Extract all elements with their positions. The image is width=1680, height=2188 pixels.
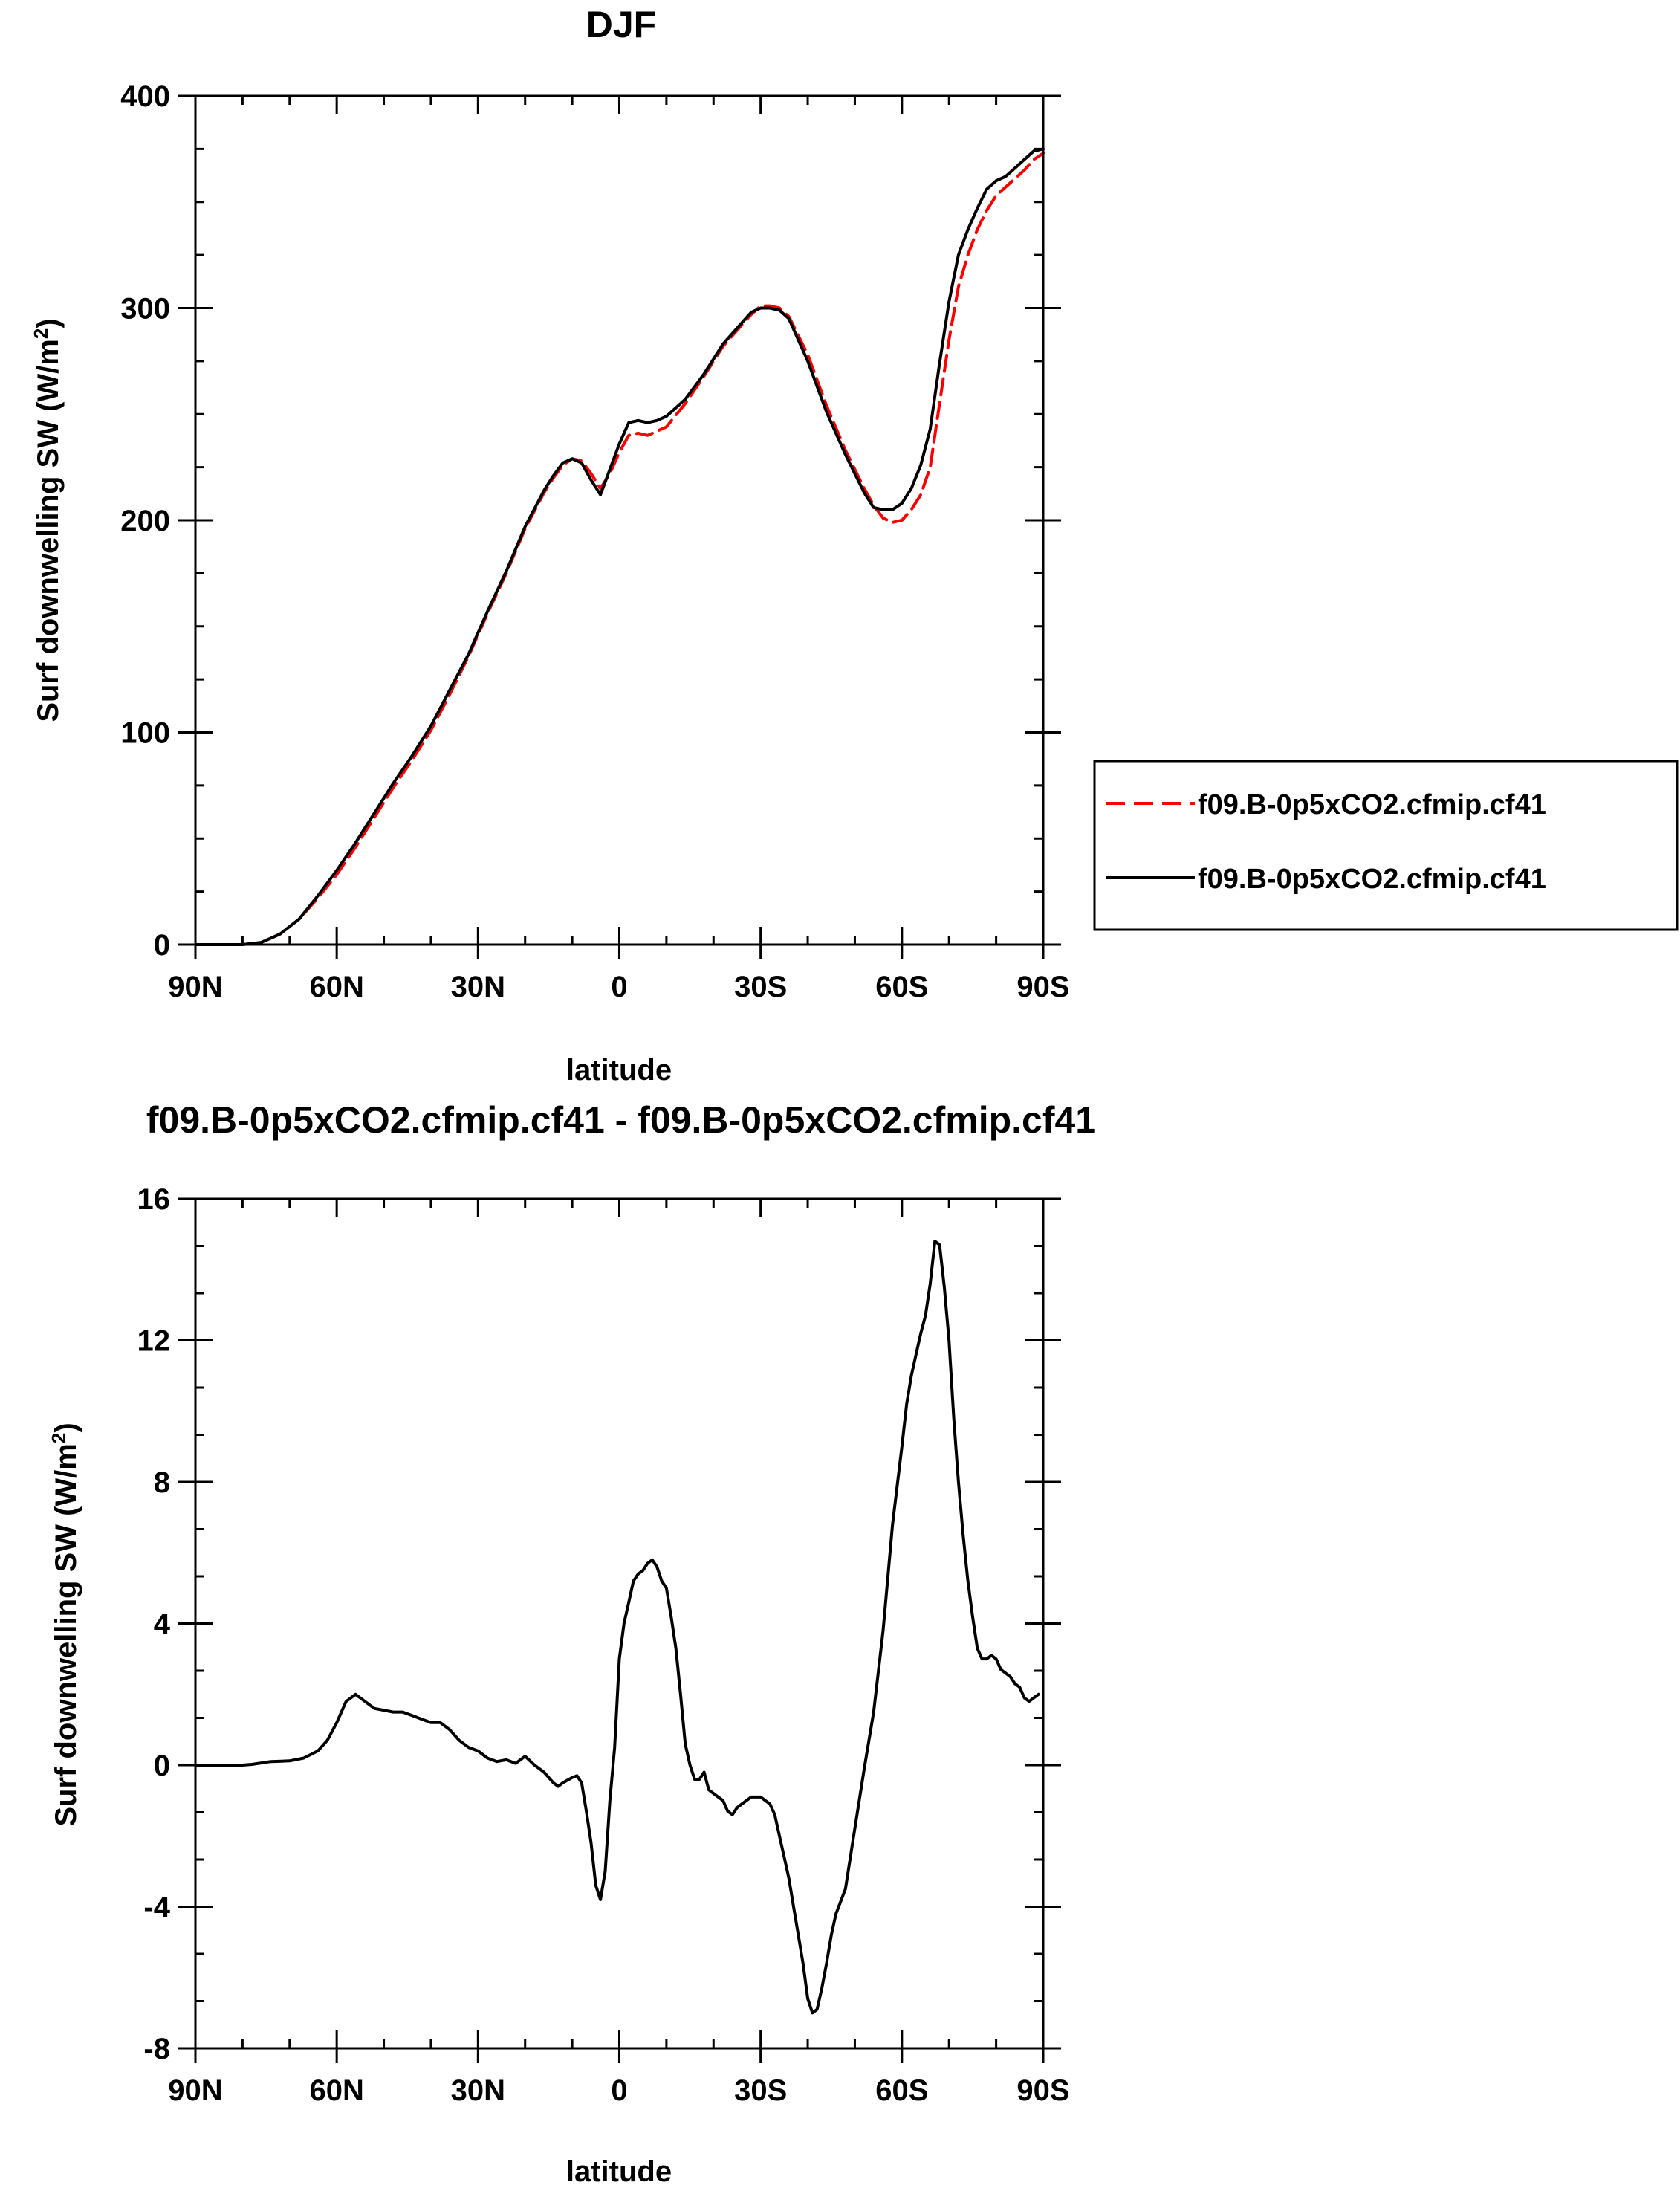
top-panel-tick-labels: 90N 60N 30N 0 30S 60S 90S 0 100 200 300 400	[120, 80, 1069, 1003]
bottom-panel-y-axis-label-sup: 2	[48, 1433, 70, 1443]
x-tick-label: 30S	[734, 2074, 787, 2107]
y-tick-label: -8	[143, 2033, 170, 2065]
top-panel-ticks	[178, 94, 1061, 959]
x-tick-label: 90N	[168, 971, 222, 1003]
bottom-panel-frame	[194, 1197, 1045, 2050]
y-tick-label: 300	[120, 293, 170, 326]
top-panel-y-axis-label: Surf downwelling SW (W/m2)	[30, 318, 65, 722]
x-tick-label: 30N	[451, 971, 505, 1003]
bottom-panel-x-axis-label: latitude	[566, 2155, 672, 2188]
top-panel-frame	[194, 94, 1045, 946]
y-tick-label: -4	[143, 1891, 170, 1924]
bottom-panel-series	[194, 1240, 1040, 2015]
x-tick-label: 0	[611, 971, 627, 1003]
top-panel-y-axis-label-close: )	[32, 318, 65, 328]
y-tick-label: 12	[137, 1325, 171, 1358]
x-tick-label: 90S	[1016, 2074, 1069, 2107]
y-tick-label: 400	[120, 80, 170, 113]
y-tick-label: 8	[154, 1466, 170, 1499]
legend: f09.B-0p5xCO2.cfmip.cf41 f09.B-0p5xCO2.c…	[1093, 760, 1679, 931]
y-tick-label: 100	[120, 717, 170, 750]
x-tick-label: 60N	[309, 2074, 363, 2107]
x-tick-label: 0	[611, 2074, 627, 2107]
y-tick-label: 0	[154, 929, 170, 962]
legend-box	[1093, 760, 1679, 931]
bottom-panel: f09.B-0p5xCO2.cfmip.cf41 - f09.B-0p5xCO2…	[48, 1099, 1096, 2188]
top-panel: DJF 90N 60N 30N 0 30S 60S 90S 0 100 200 300 400 lat…	[30, 4, 1070, 1087]
x-tick-label: 30N	[451, 2074, 505, 2107]
x-tick-label: 60S	[875, 2074, 928, 2107]
top-panel-title: DJF	[586, 4, 656, 45]
x-tick-label: 60S	[875, 971, 928, 1003]
bottom-panel-tick-labels: 90N 60N 30N 0 30S 60S 90S -8 -4 0 4 8 12 16	[137, 1183, 1070, 2107]
top-panel-series	[194, 147, 1045, 946]
top-panel-y-axis-label-sup: 2	[30, 328, 52, 339]
series-line-2	[194, 147, 1045, 946]
top-panel-y-axis-label-base: Surf downwelling SW (W/m	[32, 339, 65, 722]
bottom-panel-y-axis-label-close: )	[50, 1422, 82, 1432]
x-tick-label: 90N	[168, 2074, 222, 2107]
x-tick-label: 90S	[1016, 971, 1069, 1003]
x-tick-label: 30S	[734, 971, 787, 1003]
top-panel-x-axis-label: latitude	[566, 1054, 672, 1087]
series-line-1	[194, 152, 1045, 946]
bottom-panel-y-axis-label: Surf downwelling SW (W/m2)	[48, 1422, 82, 1826]
x-tick-label: 60N	[309, 971, 363, 1003]
legend-label-series-1: f09.B-0p5xCO2.cfmip.cf41	[1198, 789, 1546, 821]
bottom-panel-ticks	[178, 1197, 1061, 2063]
y-tick-label: 200	[120, 505, 170, 537]
series-line-1	[194, 1240, 1040, 2015]
y-tick-label: 4	[154, 1608, 171, 1641]
y-tick-label: 16	[137, 1183, 171, 1216]
bottom-panel-title: f09.B-0p5xCO2.cfmip.cf41 - f09.B-0p5xCO2…	[146, 1099, 1096, 1141]
legend-label-series-2: f09.B-0p5xCO2.cfmip.cf41	[1198, 864, 1546, 895]
bottom-panel-y-axis-label-base: Surf downwelling SW (W/m	[50, 1443, 82, 1827]
y-tick-label: 0	[154, 1750, 170, 1782]
